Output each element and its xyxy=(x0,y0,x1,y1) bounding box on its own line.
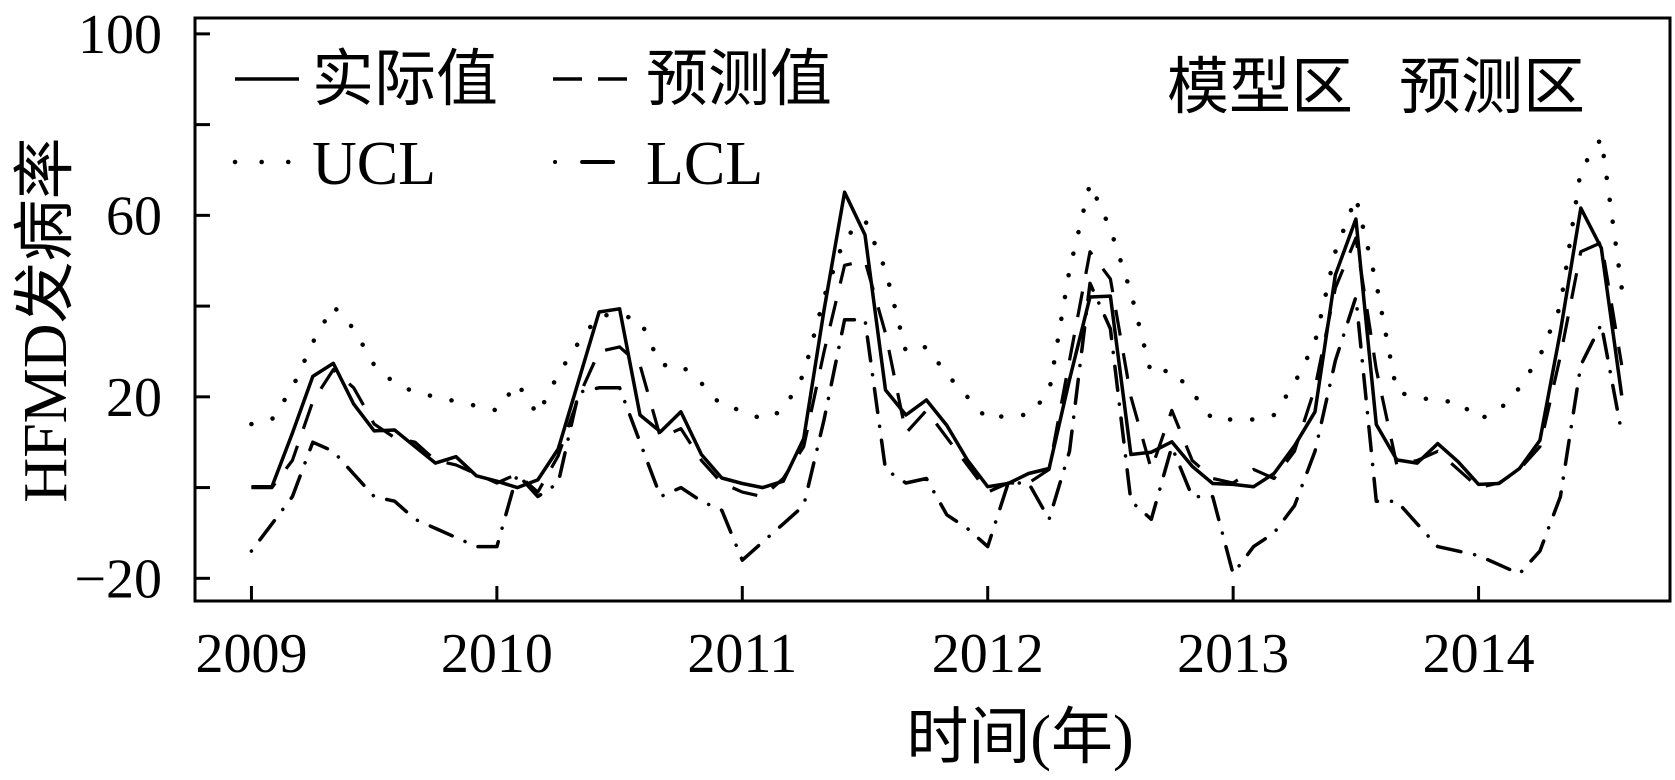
legend-label-predicted: 预测值 xyxy=(646,46,832,114)
plot-frame xyxy=(193,16,1672,603)
x-tick-label: 2009 xyxy=(195,623,307,685)
x-tick-label: 2010 xyxy=(441,623,553,685)
y-axis-title: HFMD发病率 xyxy=(12,137,80,502)
x-tick-label: 2011 xyxy=(687,623,797,685)
x-tick-label: 2012 xyxy=(932,623,1044,685)
x-tick-label: 2013 xyxy=(1177,623,1289,685)
y-tick-label: −20 xyxy=(74,548,162,610)
y-tick-label: 100 xyxy=(78,4,162,66)
x-axis-title: 时间(年) xyxy=(906,704,1133,772)
region-label-forecast: 预测区 xyxy=(1399,54,1585,122)
region-label-model: 模型区 xyxy=(1167,54,1353,122)
legend-label-actual: 实际值 xyxy=(312,46,498,114)
series-line-actual xyxy=(251,190,1624,490)
series-line-lcl xyxy=(249,281,1624,576)
legend: 实际值 预测值 UCL LCL xyxy=(232,46,832,198)
y-tick-label: 60 xyxy=(106,185,162,247)
legend-label-lcl: LCL xyxy=(646,130,763,198)
legend-item-lcl: LCL xyxy=(553,130,763,198)
series-line-predicted xyxy=(251,236,1624,499)
series-layer xyxy=(249,135,1624,576)
legend-item-actual: 实际值 xyxy=(235,46,498,114)
region-labels: 模型区 预测区 xyxy=(1167,54,1585,122)
legend-item-ucl: UCL xyxy=(232,130,436,198)
legend-label-ucl: UCL xyxy=(312,130,436,198)
y-tick-label: 20 xyxy=(106,367,162,429)
legend-item-predicted: 预测值 xyxy=(553,46,832,114)
x-tick-label: 2014 xyxy=(1423,623,1535,685)
axis-ticks: −20 20 60 100 2009 2010 2011 2012 2013 2014 xyxy=(74,4,1534,685)
